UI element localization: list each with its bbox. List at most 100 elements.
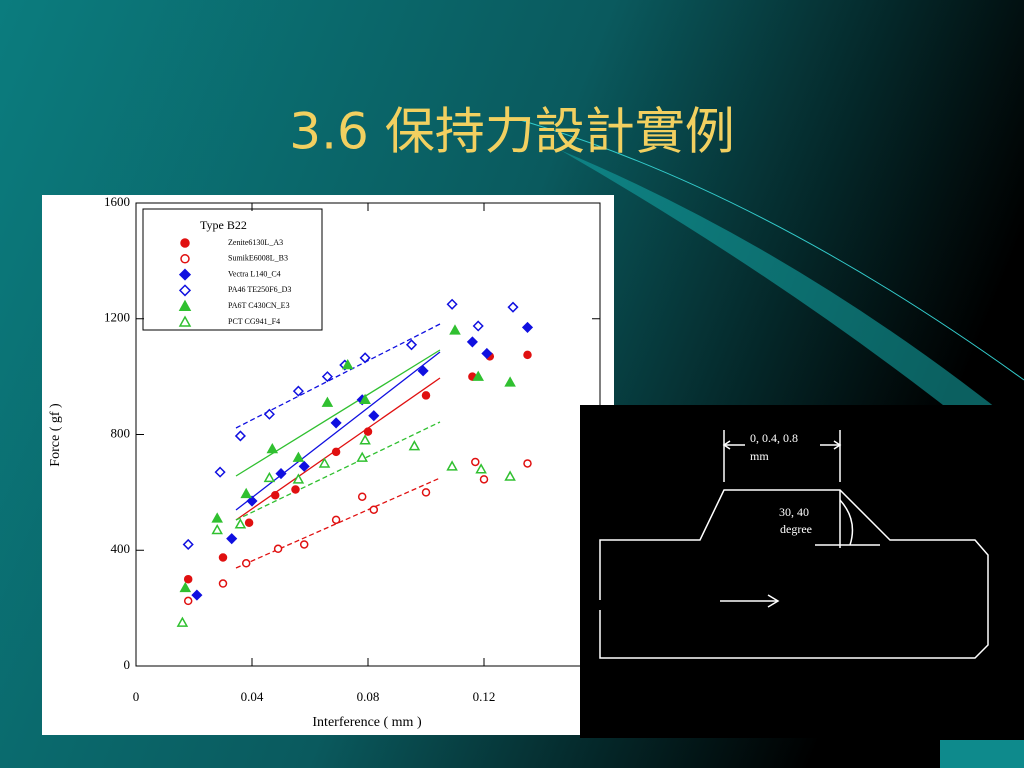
data-point [292,451,305,462]
y-tick-label: 0 [124,657,131,672]
legend-marker [178,268,192,281]
data-point [246,495,258,507]
legend-label: PA6T C430CN_E3 [228,301,290,310]
data-point [331,447,341,457]
data-point [521,321,534,333]
data-point [176,616,189,627]
legend-marker [178,284,192,297]
data-point [292,473,305,484]
data-point [211,523,223,535]
data-point [507,301,519,313]
legend-marker [178,315,192,327]
data-point [318,457,331,468]
data-point [479,475,489,484]
data-point [446,298,458,310]
data-point [359,393,371,405]
data-point [292,385,304,397]
data-point [481,347,493,360]
legend-marker [180,254,190,264]
legend-label: PCT CG941_F4 [228,317,280,326]
data-point [234,430,246,442]
x-tick-label: 0.12 [473,689,496,704]
data-point [405,339,418,351]
corner-block [940,740,1024,768]
data-point [330,417,342,429]
data-point [226,533,238,545]
y-tick-label: 1600 [104,194,130,209]
data-point [466,336,478,348]
data-point [291,485,300,494]
data-point [270,491,280,500]
data-point [211,512,223,523]
data-point [214,466,226,478]
data-point [357,492,367,501]
angle-unit: degree [780,522,812,536]
x-tick-label: 0.04 [241,689,264,704]
data-point [341,359,354,370]
data-point [299,540,309,549]
legend-label: PA46 TE250F6_D3 [228,285,291,294]
x-tick-label: 0 [133,689,140,704]
data-point [408,440,421,451]
data-point [356,451,368,462]
legend-label: Zenite6130L_A3 [228,238,283,247]
data-point [359,352,371,364]
data-point [472,320,484,332]
data-point [273,544,283,554]
data-point [241,559,251,568]
data-point [449,324,461,335]
legend-label: SumikE6008L_B3 [228,254,288,263]
legend-marker [180,238,190,248]
slide-title: 3.6 保持力設計實例 [289,103,734,161]
width-label: 0, 0.4, 0.8 [750,431,798,445]
data-point [523,459,532,468]
data-point [183,596,193,606]
data-point [504,376,516,387]
data-point [244,518,254,528]
data-point [504,470,516,481]
data-point [240,487,252,499]
data-point [523,350,532,360]
data-point [183,574,193,584]
data-point [369,505,379,514]
data-point [475,463,487,474]
legend-box [142,208,323,331]
diagram-shapes [599,430,989,659]
y-axis-label: Force ( gf ) [48,403,63,467]
data-point [275,468,287,480]
angle-label: 30, 40 [779,505,809,519]
data-point [363,427,373,436]
data-point [263,408,275,420]
x-tick-label: 0.08 [357,689,380,704]
data-point [421,488,431,497]
legend-label: Vectra L140_C4 [228,269,281,278]
legend-marker [178,299,192,311]
data-point [179,581,192,593]
data-point [331,515,341,525]
data-point [359,434,371,445]
data-point [182,538,194,551]
y-tick-label: 800 [111,425,131,440]
data-point [218,579,228,588]
data-point [266,442,279,454]
data-point [368,410,380,422]
data-point [321,396,334,407]
data-point [263,471,276,483]
data-point [298,460,310,472]
width-unit: mm [750,449,769,463]
data-point [234,518,247,529]
data-point [471,457,480,467]
data-point [321,371,333,383]
legend-title: Type B22 [200,218,247,232]
y-tick-label: 1200 [104,310,130,325]
data-point [472,370,484,381]
data-point [446,460,458,471]
diagram-panel [580,405,1024,738]
data-point [417,365,429,377]
x-axis-label: Interference ( mm ) [312,715,422,730]
y-tick-label: 400 [111,541,131,556]
data-point [191,589,203,601]
data-point [218,553,228,562]
data-point [421,391,431,400]
